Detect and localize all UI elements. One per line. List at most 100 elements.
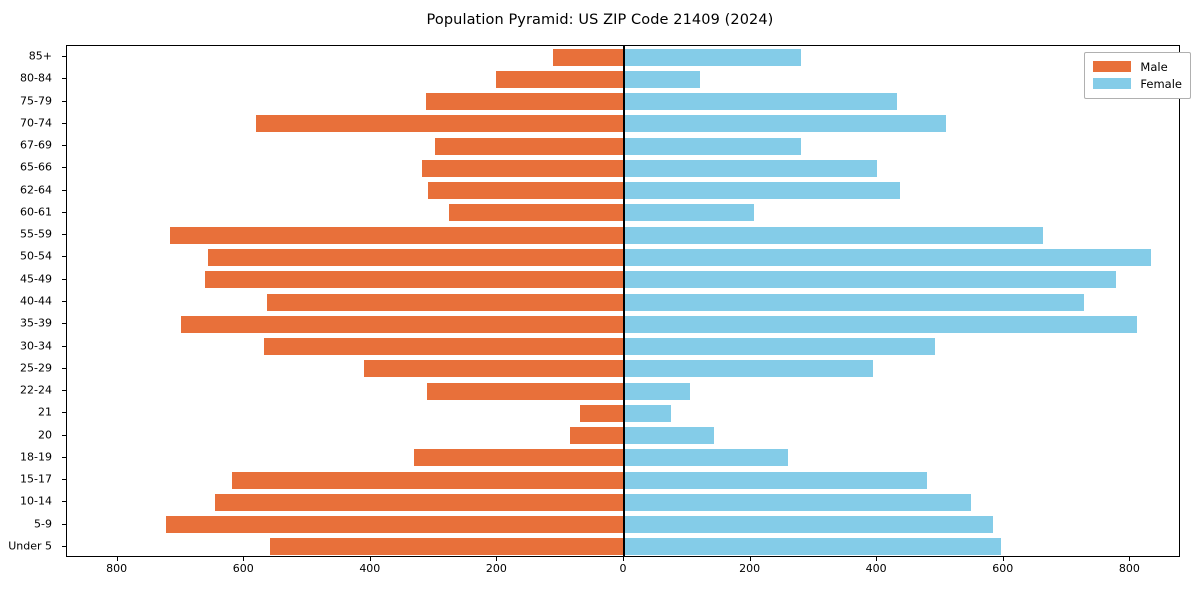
bar-male-70-74 — [256, 115, 624, 133]
y-tick-mark — [62, 211, 66, 213]
bar-male-67-69 — [434, 137, 624, 155]
y-tick-mark — [62, 501, 66, 503]
x-tick-mark — [243, 557, 245, 561]
bar-male-62-64 — [428, 182, 624, 200]
bar-female-70-74 — [624, 115, 946, 133]
y-tick-label: 15-17 — [20, 472, 52, 486]
bar-female-25-29 — [624, 360, 873, 378]
y-axis-labels: 85+ 80-84 75-79 70-74 67-69 65-66 62-64 60-61 55… — [0, 45, 60, 557]
y-tick-label: 18-19 — [20, 450, 52, 464]
y-tick-mark — [62, 479, 66, 481]
x-tick-mark — [623, 557, 624, 561]
bar-female-85- — [624, 48, 801, 66]
bar-female-62-64 — [624, 182, 900, 200]
legend-item-male[interactable]: Male — [1093, 58, 1182, 75]
x-tick-mark — [876, 557, 878, 561]
y-tick-mark — [62, 545, 66, 547]
bar-male-45-49 — [204, 271, 624, 289]
y-tick-mark — [62, 301, 66, 302]
bar-female-21 — [624, 404, 672, 422]
bar-male-18-19 — [414, 449, 624, 467]
bar-male-10-14 — [215, 493, 624, 511]
bar-male-65-66 — [422, 159, 624, 177]
y-tick-mark — [62, 456, 66, 458]
y-tick-mark — [62, 145, 66, 147]
y-tick-label: 80-84 — [20, 71, 52, 85]
bar-male-under-5 — [270, 538, 624, 556]
bar-female-50-54 — [624, 248, 1152, 266]
bar-female-15-17 — [624, 471, 927, 489]
bar-female-22-24 — [624, 382, 691, 400]
y-tick-mark — [62, 323, 66, 325]
y-tick-mark — [62, 56, 66, 58]
y-tick-mark — [62, 189, 66, 191]
bar-male-50-54 — [207, 248, 624, 266]
legend-swatch-male — [1093, 61, 1132, 72]
legend-swatch-female — [1093, 78, 1132, 89]
y-tick-label: 67-69 — [20, 138, 52, 152]
y-tick-label: 20 — [38, 428, 52, 442]
bar-male-80-84 — [496, 70, 624, 88]
bar-female-60-61 — [624, 204, 754, 222]
y-tick-label: 25-29 — [20, 361, 52, 375]
y-tick-label: 40-44 — [20, 294, 52, 308]
legend-label-female: Female — [1140, 76, 1182, 91]
legend-label-male: Male — [1140, 59, 1168, 74]
bar-male-60-61 — [449, 204, 624, 222]
y-tick-label: 22-24 — [20, 383, 52, 397]
bar-male-15-17 — [231, 471, 624, 489]
x-tick-label: 600 — [232, 562, 254, 575]
bar-male-5-9 — [166, 516, 624, 534]
y-tick-label: 75-79 — [20, 94, 52, 108]
x-tick-mark — [1002, 557, 1004, 561]
y-tick-label: 30-34 — [20, 339, 52, 353]
bar-male-21 — [580, 404, 624, 422]
bar-female-65-66 — [624, 159, 878, 177]
y-tick-mark — [62, 278, 66, 280]
bars-container — [67, 46, 1179, 556]
y-tick-label: 85+ — [28, 49, 52, 63]
plot-area — [66, 45, 1180, 557]
y-tick-label: 55-59 — [20, 227, 52, 241]
y-tick-mark — [62, 523, 66, 525]
x-tick-mark — [496, 557, 498, 561]
bar-female-30-34 — [624, 338, 936, 356]
bar-male-85- — [553, 48, 624, 66]
y-tick-label: 5-9 — [34, 517, 52, 531]
bar-female-under-5 — [624, 538, 1001, 556]
bar-male-25-29 — [363, 360, 624, 378]
chart-legend[interactable]: Male Female — [1084, 52, 1191, 99]
y-tick-mark — [62, 122, 66, 124]
bar-male-55-59 — [169, 226, 624, 244]
bar-female-67-69 — [624, 137, 801, 155]
y-tick-label: 21 — [38, 405, 52, 419]
x-tick-mark — [116, 557, 118, 561]
bar-female-75-79 — [624, 93, 897, 111]
y-tick-label: 50-54 — [20, 249, 52, 263]
x-tick-mark — [1129, 557, 1131, 561]
zero-axis-line — [623, 46, 625, 556]
bar-male-30-34 — [264, 338, 624, 356]
y-tick-mark — [62, 167, 66, 169]
x-tick-mark — [369, 557, 371, 561]
x-tick-mark — [749, 557, 751, 561]
y-tick-mark — [62, 390, 66, 392]
y-tick-mark — [62, 234, 66, 236]
bar-female-45-49 — [624, 271, 1116, 289]
bar-female-10-14 — [624, 493, 972, 511]
x-tick-label: 200 — [485, 562, 507, 575]
x-tick-label: 400 — [865, 562, 887, 575]
bar-female-40-44 — [624, 293, 1084, 311]
legend-item-female[interactable]: Female — [1093, 75, 1182, 92]
bar-female-18-19 — [624, 449, 788, 467]
bar-male-75-79 — [425, 93, 624, 111]
y-tick-label: 45-49 — [20, 272, 52, 286]
x-tick-label: 0 — [619, 562, 627, 575]
x-tick-label: 800 — [1118, 562, 1140, 575]
y-tick-mark — [62, 412, 66, 414]
x-tick-label: 400 — [359, 562, 381, 575]
bar-male-35-39 — [180, 315, 624, 333]
bar-female-55-59 — [624, 226, 1044, 244]
bar-female-5-9 — [624, 516, 993, 534]
